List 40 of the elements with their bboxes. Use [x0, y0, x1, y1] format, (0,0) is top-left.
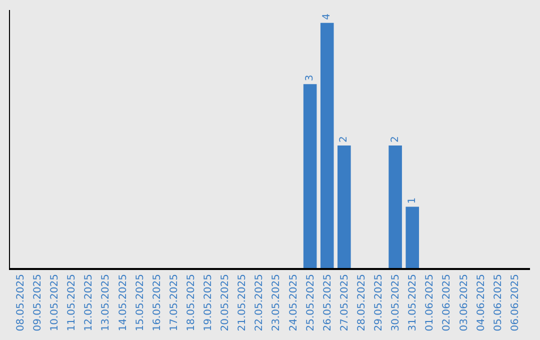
x-tick-label: 24.05.2025	[288, 274, 300, 332]
x-tick-label: 20.05.2025	[220, 274, 232, 332]
x-tick-label: 03.06.2025	[458, 274, 470, 332]
x-tick-label: 21.05.2025	[237, 274, 248, 332]
x-tick-label: 19.05.2025	[203, 274, 214, 332]
x-tick-label: 29.05.2025	[374, 274, 385, 332]
data-label: 2	[338, 136, 350, 142]
x-tick-label: 12.05.2025	[84, 274, 95, 332]
data-label: 2	[390, 136, 401, 142]
x-tick-label: 14.05.2025	[118, 274, 129, 332]
x-tick-label: 09.05.2025	[32, 274, 44, 332]
data-label: 1	[406, 197, 418, 204]
data-label: 3	[304, 74, 316, 82]
x-tick-label: 04.06.2025	[476, 274, 487, 332]
data-label: 4	[322, 14, 333, 20]
bar	[406, 206, 420, 268]
bar	[388, 145, 402, 268]
x-tick-label: 17.05.2025	[168, 274, 180, 332]
x-tick-label: 26.05.2025	[322, 274, 334, 332]
x-tick-label: 27.05.2025	[339, 274, 350, 332]
x-tick-label: 13.05.2025	[100, 274, 112, 332]
x-tick-label: 15.05.2025	[134, 274, 146, 332]
x-tick-label: 31.05.2025	[408, 274, 419, 332]
x-tick-label: 11.05.2025	[66, 274, 78, 332]
x-tick-label: 16.05.2025	[152, 274, 163, 332]
x-tick-label: 06.06.2025	[510, 274, 521, 332]
x-tick-label: 02.06.2025	[442, 274, 453, 332]
x-tick-label: 08.05.2025	[15, 274, 26, 332]
x-tick-label: 22.05.2025	[254, 274, 266, 332]
bar	[338, 145, 351, 268]
x-tick-label: 01.06.2025	[424, 274, 436, 332]
x-tick-label: 28.05.2025	[356, 274, 368, 332]
x-tick-label: 05.06.2025	[492, 274, 504, 332]
bar	[303, 84, 317, 268]
bar	[320, 22, 334, 268]
x-tick-label: 30.05.2025	[390, 274, 402, 332]
x-tick-label: 18.05.2025	[186, 274, 197, 332]
x-tick-label: 23.05.2025	[271, 274, 282, 332]
x-tick-label: 10.05.2025	[50, 274, 61, 332]
x-tick-label: 25.05.2025	[305, 274, 316, 332]
